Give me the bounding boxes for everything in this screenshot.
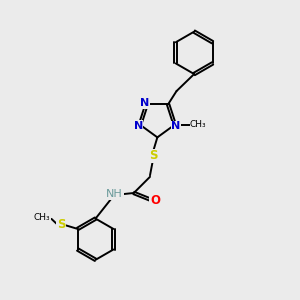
- Text: N: N: [140, 98, 149, 108]
- Text: N: N: [171, 121, 181, 131]
- Text: S: S: [57, 218, 65, 231]
- Text: O: O: [150, 194, 160, 207]
- Text: CH₃: CH₃: [190, 120, 207, 129]
- Text: CH₃: CH₃: [33, 213, 50, 222]
- Text: N: N: [134, 121, 143, 131]
- Text: S: S: [149, 149, 157, 162]
- Text: NH: NH: [106, 190, 123, 200]
